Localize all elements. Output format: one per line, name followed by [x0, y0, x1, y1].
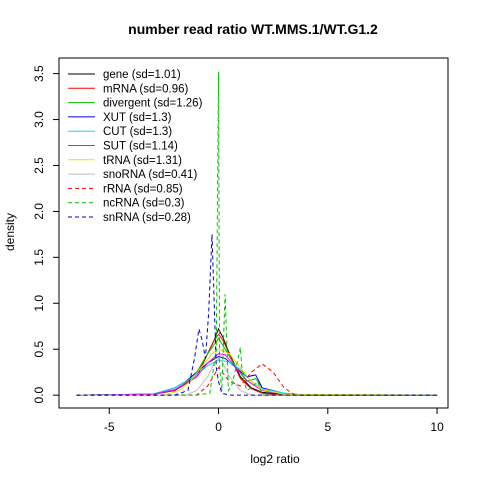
y-tick-label: 2.0 — [32, 203, 46, 220]
legend-label: snoRNA (sd=0.41) — [103, 169, 197, 181]
x-axis: -5 0 5 10 — [104, 407, 444, 434]
legend-label: tRNA (sd=1.31) — [103, 155, 182, 167]
y-tick-label: 1.0 — [32, 295, 46, 312]
series-line-3 — [76, 356, 438, 396]
legend-label: snRNA (sd=0.28) — [103, 212, 191, 224]
y-axis: 0.0 0.5 1.0 1.5 2.0 2.5 3.0 3.5 — [32, 65, 60, 403]
x-tick-label: -5 — [104, 420, 115, 434]
series-line-0 — [76, 327, 438, 396]
y-tick-label: 3.0 — [32, 111, 46, 128]
legend-label: divergent (sd=1.26) — [103, 98, 203, 110]
plot-frame — [58, 57, 449, 409]
x-tick-label: 0 — [215, 420, 222, 434]
series-line-7 — [76, 357, 438, 396]
series-line-6 — [76, 348, 438, 396]
y-tick-label: 0.0 — [32, 386, 46, 403]
legend-label: XUT (sd=1.3) — [103, 112, 172, 124]
series-line-5 — [76, 353, 438, 396]
y-tick-label: 0.5 — [32, 341, 46, 358]
legend-label: mRNA (sd=0.96) — [103, 83, 188, 95]
y-tick-label: 3.5 — [32, 65, 46, 82]
x-tick-label: 5 — [324, 420, 331, 434]
legend-label: rRNA (sd=0.85) — [103, 183, 183, 195]
legend-label: gene (sd=1.01) — [103, 69, 181, 81]
chart-title: number read ratio WT.MMS.1/WT.G1.2 — [128, 21, 378, 37]
legend-label: ncRNA (sd=0.3) — [103, 198, 185, 210]
legend-label: SUT (sd=1.14) — [103, 141, 178, 153]
y-tick-label: 2.5 — [32, 157, 46, 174]
series-line-10 — [76, 234, 438, 396]
series-line-4 — [76, 359, 438, 396]
x-axis-label: log2 ratio — [250, 452, 300, 466]
series-line-9 — [76, 71, 438, 396]
x-tick-label: 10 — [430, 420, 444, 434]
y-tick-label: 1.5 — [32, 249, 46, 266]
y-axis-label: density — [3, 213, 17, 251]
series-layer — [76, 71, 438, 396]
legend: gene (sd=1.01) mRNA (sd=0.96) divergent (s… — [68, 69, 203, 224]
legend-label: CUT (sd=1.3) — [103, 126, 172, 138]
